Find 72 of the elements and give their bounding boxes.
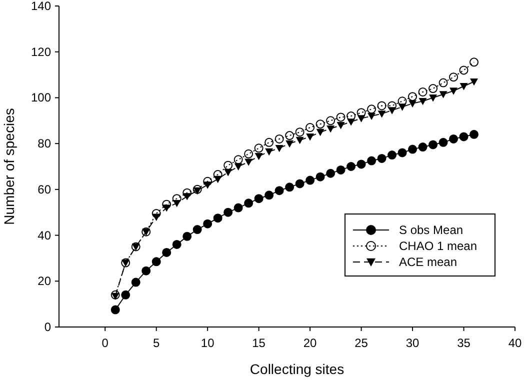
point [470,130,479,139]
point [110,305,120,314]
y-tick-label: 80 [38,136,52,151]
point [152,209,161,218]
point [326,116,336,126]
point [470,78,478,86]
legend-label: CHAO 1 mean [399,239,478,253]
x-tick-label: 35 [457,336,471,350]
x-tick-label: 10 [200,336,215,350]
x-tick-label: 5 [153,336,160,350]
point [428,84,438,94]
point [439,91,448,98]
point [183,193,192,200]
point [418,87,428,96]
point [182,188,192,198]
point [449,72,458,82]
point [214,176,222,184]
point [274,134,284,144]
point [224,169,232,176]
y-tick-label: 0 [44,320,52,334]
x-tick-label: 0 [102,336,109,350]
y-tick-label: 20 [38,274,52,288]
y-tick-label: 120 [30,44,52,59]
x-tick-label: 40 [508,336,522,350]
point [306,123,315,132]
point [213,170,222,180]
y-tick-label: 100 [30,90,52,105]
point [408,100,417,108]
point [418,98,427,106]
point [378,110,386,118]
point [459,66,468,75]
y-tick-label: 40 [38,228,52,242]
point [450,88,458,95]
point [244,149,254,158]
point [244,158,253,166]
point [388,107,396,114]
point [254,144,264,153]
point [204,182,212,189]
point [295,128,304,137]
legend-label: ACE mean [399,255,458,269]
y-tick-label: 60 [38,182,52,196]
point [367,104,376,114]
point [285,131,294,140]
point [162,200,172,209]
point [408,92,418,102]
point [438,78,448,88]
x-tick-label: 20 [303,336,318,350]
point [357,115,366,122]
point [460,83,468,90]
point [316,120,325,129]
point [388,101,397,110]
point [336,112,346,122]
y-axis-title: Number of species [1,108,17,225]
point [398,104,406,111]
point [234,155,243,164]
point [224,160,233,170]
point [264,138,274,147]
x-tick-label: 30 [406,336,420,350]
legend-label: S obs Mean [399,223,464,237]
x-axis-title: Collecting sites [250,361,344,377]
point [193,187,202,195]
x-tick-label: 25 [354,336,368,350]
point [203,176,212,186]
point [347,118,356,126]
y-tick-label: 140 [30,0,52,13]
point [110,290,120,300]
point [377,101,386,110]
point [172,194,182,204]
point [470,58,479,67]
x-tick-label: 15 [252,336,266,350]
point [429,94,438,102]
point [192,184,202,194]
